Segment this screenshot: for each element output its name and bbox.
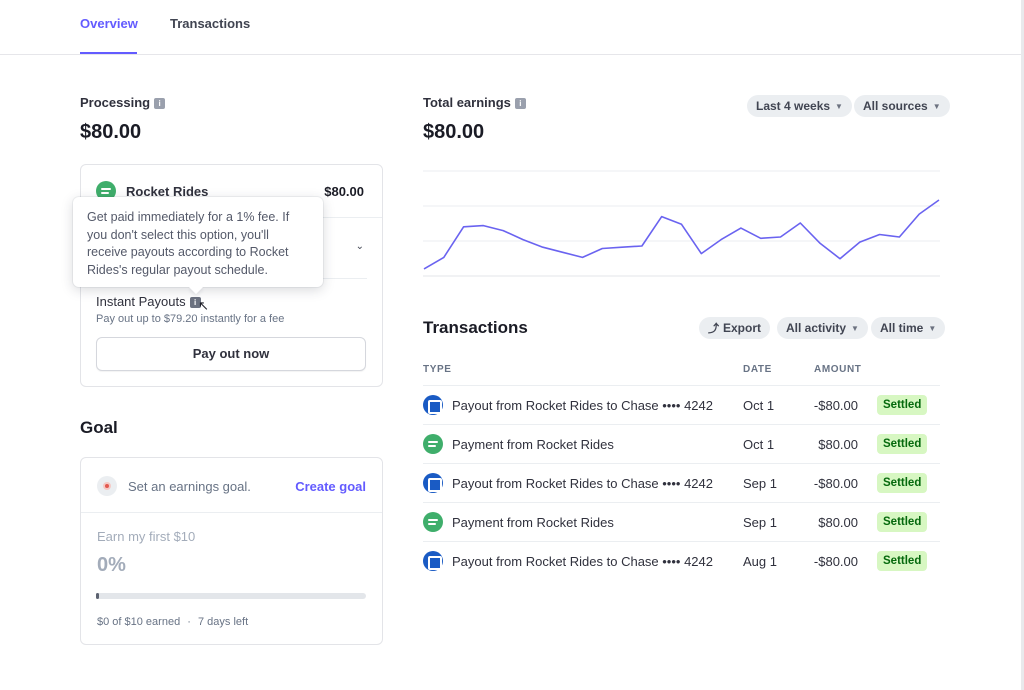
status-badge: Settled bbox=[877, 473, 928, 493]
tab-overview[interactable]: Overview bbox=[80, 16, 138, 54]
instant-payouts-heading: Instant Payouts i bbox=[96, 294, 201, 309]
chart-series-earnings bbox=[423, 199, 940, 270]
table-row[interactable]: Payout from Rocket Rides to Chase •••• 4… bbox=[423, 463, 940, 502]
transaction-date: Aug 1 bbox=[743, 554, 777, 569]
column-header-type: TYPE bbox=[423, 364, 452, 375]
processing-label: Processing bbox=[80, 95, 151, 110]
top-tabs: Overview Transactions bbox=[0, 0, 1021, 55]
transaction-type: Payout from Rocket Rides to Chase •••• 4… bbox=[452, 554, 713, 569]
goal-progress-fill bbox=[96, 593, 99, 599]
activity-filter-dropdown[interactable]: All activity ▼ bbox=[777, 317, 868, 339]
time-filter-dropdown[interactable]: All time ▼ bbox=[871, 317, 946, 339]
transactions-heading: Transactions bbox=[423, 318, 528, 337]
info-icon[interactable]: i bbox=[514, 98, 526, 109]
goal-card: Set an earnings goal. Create goal Earn m… bbox=[80, 457, 383, 645]
transaction-date: Sep 1 bbox=[743, 476, 777, 491]
create-goal-link[interactable]: Create goal bbox=[295, 479, 366, 494]
chase-bank-icon bbox=[423, 473, 443, 493]
window-edge bbox=[1021, 0, 1024, 690]
chevron-down-icon: ▼ bbox=[932, 102, 941, 111]
status-badge: Settled bbox=[877, 395, 928, 415]
goal-heading: Goal bbox=[80, 418, 118, 437]
transaction-type: Payout from Rocket Rides to Chase •••• 4… bbox=[452, 398, 713, 413]
range-filter-label: Last 4 weeks bbox=[756, 99, 831, 113]
goal-percent: 0% bbox=[97, 554, 126, 576]
rocket-rides-icon bbox=[96, 181, 116, 201]
transaction-amount: -$80.00 bbox=[813, 476, 858, 491]
transaction-type: Payment from Rocket Rides bbox=[452, 515, 614, 530]
source-name: Rocket Rides bbox=[126, 184, 209, 199]
table-row[interactable]: Payment from Rocket Rides Oct 1 $80.00 S… bbox=[423, 424, 940, 463]
transaction-amount: $80.00 bbox=[818, 515, 858, 530]
export-label: Export bbox=[723, 321, 762, 335]
instant-payouts-description: Pay out up to $79.20 instantly for a fee bbox=[96, 313, 285, 325]
transaction-type: Payout from Rocket Rides to Chase •••• 4… bbox=[452, 476, 713, 491]
earnings-amount: $80.00 bbox=[423, 121, 485, 143]
status-badge: Settled bbox=[877, 434, 928, 454]
export-button[interactable]: ⤴ Export bbox=[699, 317, 771, 339]
range-filter-dropdown[interactable]: Last 4 weeks ▼ bbox=[747, 95, 852, 117]
goal-prompt: Set an earnings goal. bbox=[128, 479, 251, 494]
source-filter-label: All sources bbox=[863, 99, 928, 113]
pay-out-now-button[interactable]: Pay out now bbox=[96, 337, 366, 371]
transaction-type: Payment from Rocket Rides bbox=[452, 437, 614, 452]
status-badge: Settled bbox=[877, 551, 928, 571]
earnings-line-chart bbox=[423, 170, 940, 277]
transaction-amount: -$80.00 bbox=[813, 398, 858, 413]
export-icon: ⤴ bbox=[708, 323, 719, 335]
earnings-heading: Total earnings i bbox=[423, 95, 526, 110]
column-header-amount: AMOUNT bbox=[814, 364, 862, 375]
time-filter-label: All time bbox=[880, 321, 924, 335]
rocket-rides-icon bbox=[423, 512, 443, 532]
transaction-amount: -$80.00 bbox=[813, 554, 858, 569]
status-badge: Settled bbox=[877, 512, 928, 532]
activity-filter-label: All activity bbox=[786, 321, 847, 335]
target-icon bbox=[97, 476, 117, 496]
chevron-down-icon: ▼ bbox=[835, 102, 843, 111]
transaction-date: Oct 1 bbox=[743, 437, 775, 452]
processing-amount: $80.00 bbox=[80, 121, 142, 143]
info-icon[interactable]: i bbox=[189, 297, 201, 308]
earnings-label: Total earnings bbox=[423, 95, 511, 110]
goal-days-left: 7 days left bbox=[197, 616, 249, 628]
chevron-down-icon: ▼ bbox=[851, 324, 859, 333]
separator-dot: · bbox=[187, 616, 191, 628]
source-amount: $80.00 bbox=[324, 184, 364, 199]
mouse-cursor-icon: ↖ bbox=[198, 298, 209, 313]
goal-progress-bar bbox=[96, 593, 366, 599]
transaction-date: Oct 1 bbox=[743, 398, 775, 413]
tab-transactions[interactable]: Transactions bbox=[170, 16, 251, 31]
instant-payouts-tooltip: Get paid immediately for a 1% fee. If yo… bbox=[73, 197, 323, 287]
chase-bank-icon bbox=[423, 551, 443, 571]
chevron-down-icon[interactable]: ⌄ bbox=[355, 241, 364, 252]
rocket-rides-icon bbox=[423, 434, 443, 454]
table-row[interactable]: Payment from Rocket Rides Sep 1 $80.00 S… bbox=[423, 502, 940, 541]
table-row[interactable]: Payout from Rocket Rides to Chase •••• 4… bbox=[423, 385, 940, 424]
goal-status-line: $0 of $10 earned · 7 days left bbox=[97, 616, 248, 628]
chase-bank-icon bbox=[423, 395, 443, 415]
instant-payouts-label: Instant Payouts bbox=[96, 294, 186, 309]
column-header-date: DATE bbox=[743, 364, 772, 375]
table-row[interactable]: Payout from Rocket Rides to Chase •••• 4… bbox=[423, 541, 940, 580]
transaction-date: Sep 1 bbox=[743, 515, 777, 530]
goal-earned-text: $0 of $10 earned bbox=[97, 616, 181, 628]
divider bbox=[81, 512, 382, 513]
transaction-amount: $80.00 bbox=[818, 437, 858, 452]
chevron-down-icon: ▼ bbox=[928, 324, 937, 333]
processing-heading: Processing i bbox=[80, 95, 166, 110]
goal-target-label: Earn my first $10 bbox=[97, 529, 196, 544]
info-icon[interactable]: i bbox=[154, 98, 166, 109]
source-filter-dropdown[interactable]: All sources ▼ bbox=[854, 95, 950, 117]
